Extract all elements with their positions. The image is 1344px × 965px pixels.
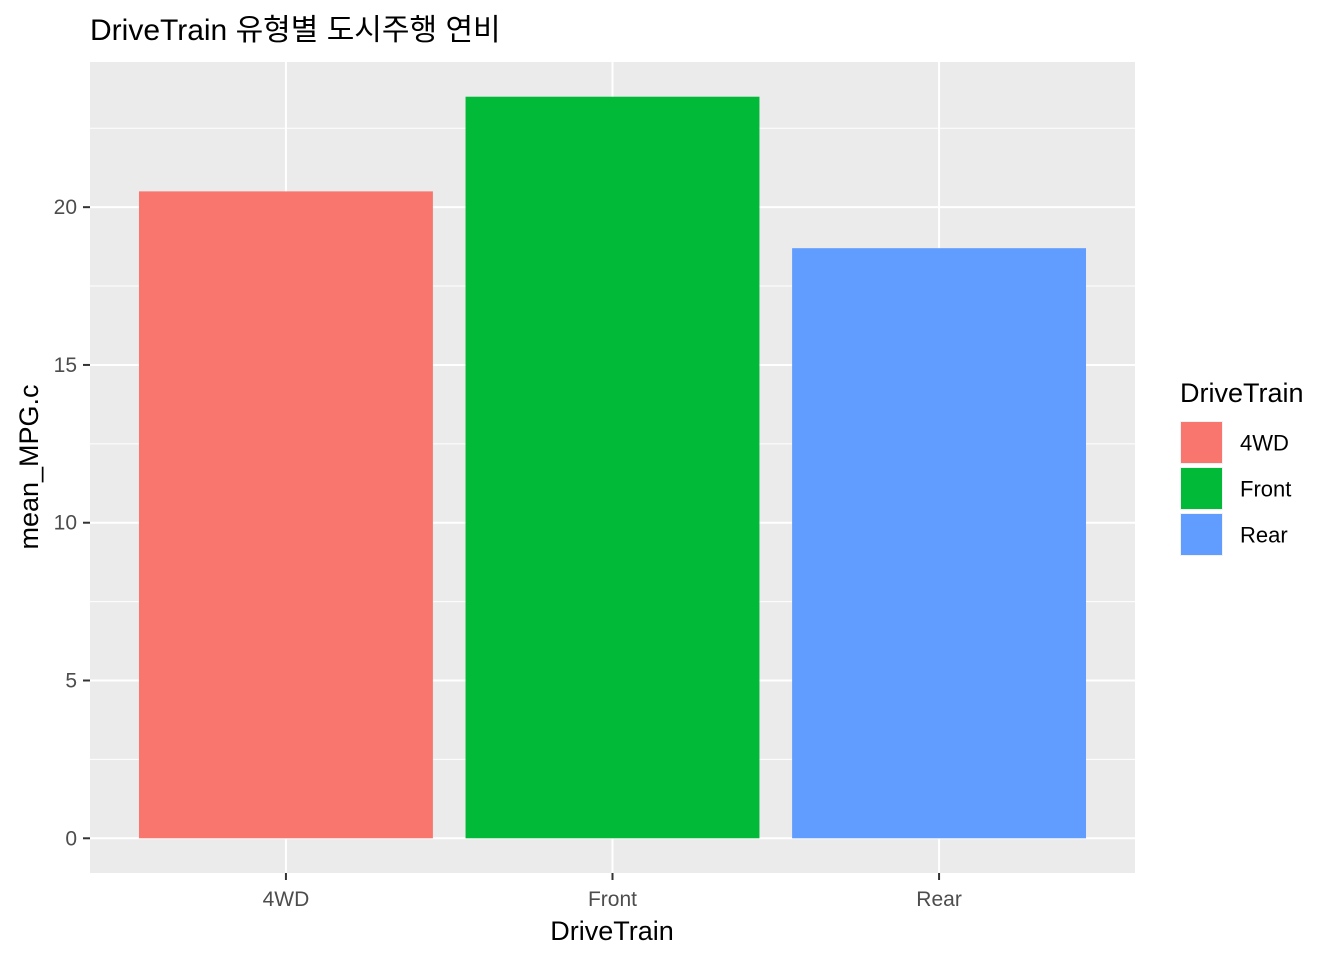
legend-swatch-4wd [1181, 422, 1222, 463]
legend-title: DriveTrain [1180, 378, 1304, 408]
chart-title: DriveTrain 유형별 도시주행 연비 [90, 14, 501, 47]
legend-items: 4WD Front Rear [1180, 421, 1291, 556]
x-tick-label: 4WD [263, 888, 310, 911]
x-axis: 4WD Front Rear [263, 873, 962, 911]
legend-swatch-rear [1181, 514, 1222, 555]
legend-swatch-front [1181, 468, 1222, 509]
bar-rear [792, 248, 1087, 839]
bar-4wd [138, 191, 433, 839]
y-tick-label: 10 [54, 512, 77, 535]
y-axis: 0 5 10 15 20 [54, 196, 90, 850]
bar-front [465, 96, 760, 839]
bars [138, 96, 1087, 839]
x-tick-label: Rear [916, 888, 962, 911]
y-axis-title: mean_MPG.c [14, 384, 44, 549]
x-axis-title: DriveTrain [550, 916, 674, 946]
y-tick-label: 20 [54, 196, 77, 219]
legend-label: 4WD [1240, 431, 1289, 456]
legend-label: Rear [1240, 523, 1288, 548]
x-tick-label: Front [588, 888, 637, 911]
legend-label: Front [1240, 477, 1291, 502]
y-tick-label: 15 [54, 354, 77, 377]
y-tick-label: 0 [65, 827, 77, 850]
legend: DriveTrain 4WD Front Rear [1180, 378, 1304, 556]
y-tick-label: 5 [65, 670, 77, 693]
